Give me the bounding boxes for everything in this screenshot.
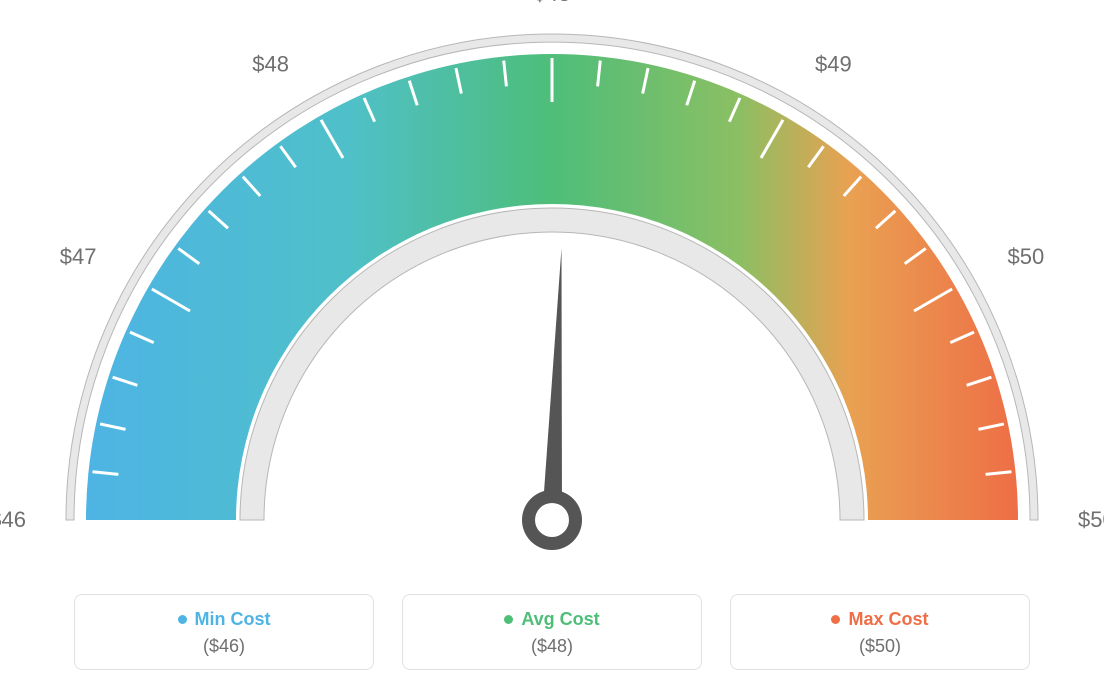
tick-label: $50 (1078, 507, 1104, 532)
tick-label: $49 (815, 51, 852, 76)
gauge-needle (542, 248, 562, 520)
legend-card-max-cost: Max Cost ($50) (730, 594, 1030, 670)
legend-row: Min Cost ($46) Avg Cost ($48) Max Cost ($50) (0, 594, 1104, 670)
legend-value: ($46) (89, 636, 359, 657)
legend-value: ($48) (417, 636, 687, 657)
tick-label: $46 (0, 507, 26, 532)
tick-label: $48 (252, 51, 289, 76)
legend-label: Min Cost (195, 609, 271, 630)
legend-card-min-cost: Min Cost ($46) (74, 594, 374, 670)
gauge-svg: $46 $47 $48 $48 $49 $50 $50 (0, 0, 1104, 580)
legend-dot-icon (831, 615, 840, 624)
legend-value: ($50) (745, 636, 1015, 657)
needle-pivot-inner (535, 503, 569, 537)
tick-label: $50 (1008, 244, 1045, 269)
legend-card-avg-cost: Avg Cost ($48) (402, 594, 702, 670)
legend-label: Max Cost (848, 609, 928, 630)
legend-dot-icon (178, 615, 187, 624)
gauge-chart-container: $46 $47 $48 $48 $49 $50 $50 Min Cost ($46) Avg C… (0, 0, 1104, 690)
legend-label: Avg Cost (521, 609, 599, 630)
legend-top: Avg Cost (504, 609, 599, 630)
legend-top: Min Cost (178, 609, 271, 630)
tick-label: $47 (60, 244, 97, 269)
legend-top: Max Cost (831, 609, 928, 630)
tick-label: $48 (534, 0, 571, 6)
legend-dot-icon (504, 615, 513, 624)
